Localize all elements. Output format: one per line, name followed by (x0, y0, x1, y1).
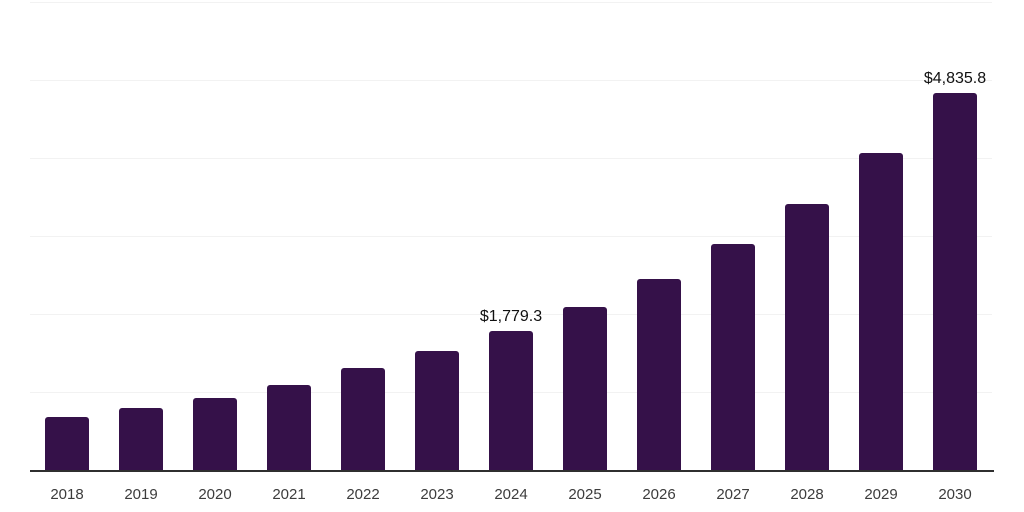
x-tick-2020: 2020 (198, 486, 232, 503)
bar-2020[interactable] (193, 398, 237, 470)
x-tick-2021: 2021 (272, 486, 306, 503)
data-label-2024: $1,779.3 (479, 308, 543, 326)
x-axis-line (30, 470, 994, 472)
x-tick-2022: 2022 (346, 486, 380, 503)
gridline-3000 (30, 236, 992, 237)
bar-2027[interactable] (711, 244, 755, 470)
bar-2023[interactable] (415, 351, 459, 470)
x-tick-2025: 2025 (568, 486, 602, 503)
bar-2019[interactable] (119, 408, 163, 470)
gridline-4000 (30, 158, 992, 159)
x-tick-2029: 2029 (864, 486, 898, 503)
gridline-2000 (30, 314, 992, 315)
gridline-6000 (30, 2, 992, 3)
x-tick-2018: 2018 (50, 486, 84, 503)
bar-2024[interactable] (489, 331, 533, 470)
x-tick-2028: 2028 (790, 486, 824, 503)
bar-2028[interactable] (785, 203, 829, 470)
x-tick-2027: 2027 (716, 486, 750, 503)
bar-2022[interactable] (341, 368, 385, 470)
bar-2026[interactable] (637, 278, 681, 470)
gridline-5000 (30, 80, 992, 81)
bar-2029[interactable] (859, 153, 903, 470)
bar-2025[interactable] (563, 307, 607, 470)
bar-2021[interactable] (267, 385, 311, 470)
x-tick-2024: 2024 (494, 486, 528, 503)
x-tick-2019: 2019 (124, 486, 158, 503)
data-label-2030: $4,835.8 (923, 69, 987, 87)
bar-2018[interactable] (45, 417, 89, 470)
x-tick-2030: 2030 (938, 486, 972, 503)
x-tick-2026: 2026 (642, 486, 676, 503)
x-tick-2023: 2023 (420, 486, 454, 503)
bar-2030[interactable] (933, 92, 977, 470)
